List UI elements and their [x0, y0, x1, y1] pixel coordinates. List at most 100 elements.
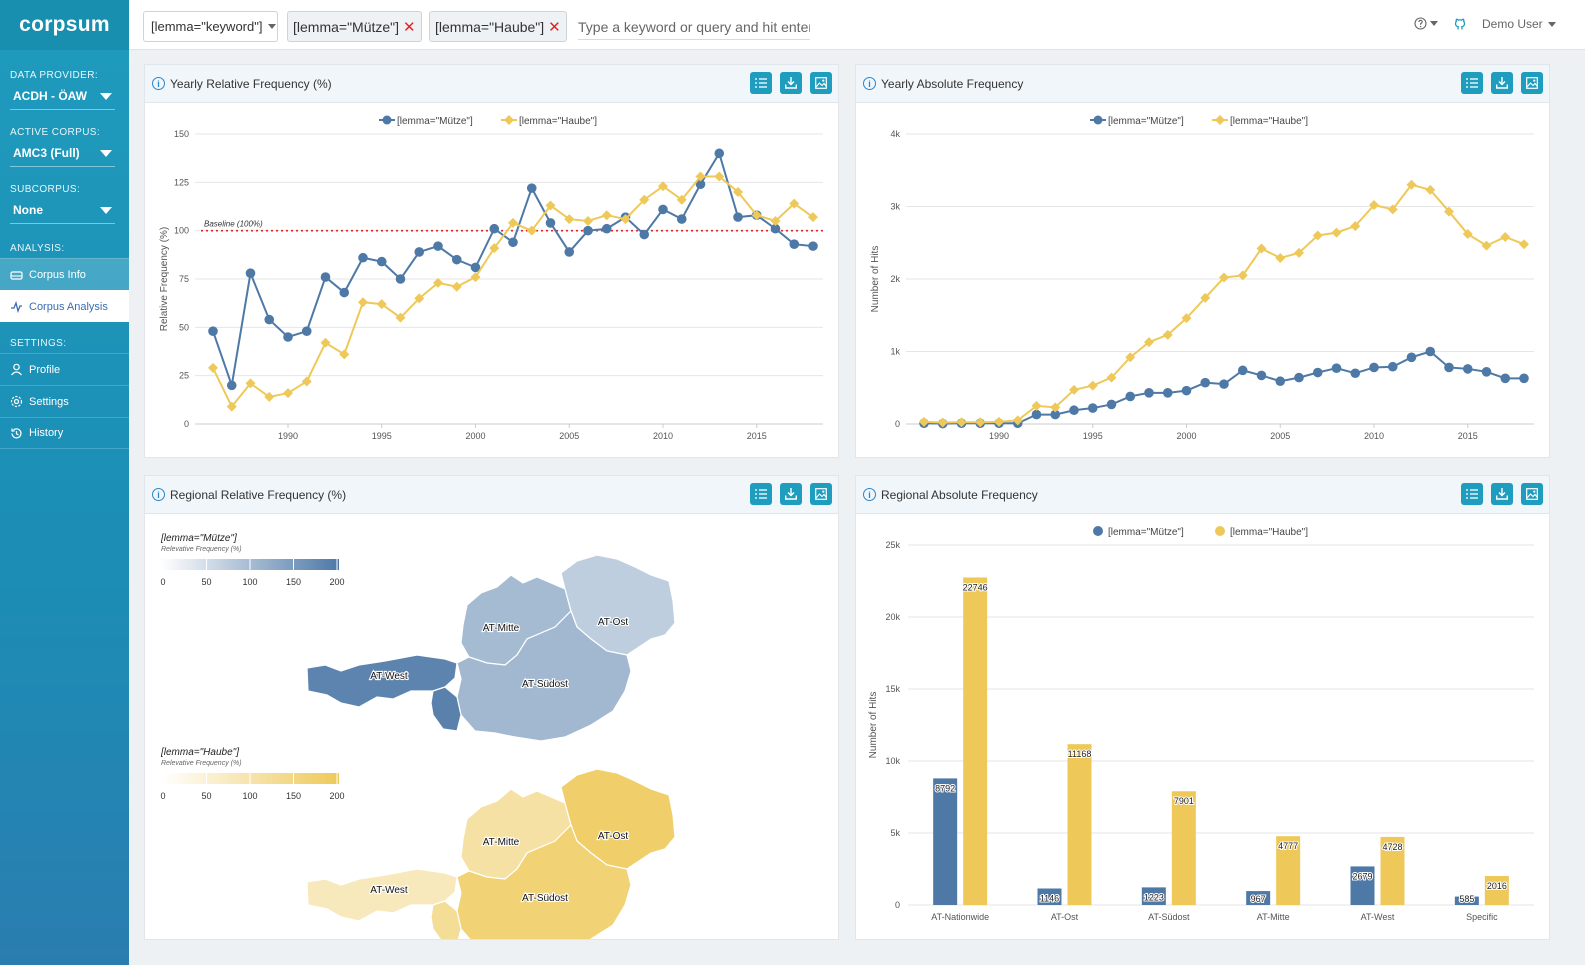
download-icon — [785, 488, 797, 500]
panel-title: Yearly Relative Frequency (%) — [170, 76, 332, 91]
download-button[interactable] — [1491, 483, 1513, 505]
data-point — [526, 183, 537, 193]
bar — [963, 577, 988, 905]
data-point — [489, 243, 500, 254]
data-point — [1369, 200, 1379, 211]
image-export-button[interactable] — [1521, 72, 1543, 94]
list-button[interactable] — [1461, 483, 1483, 505]
scale-tick-label: 50 — [201, 577, 211, 587]
image-export-button[interactable] — [810, 72, 832, 94]
data-point — [1331, 363, 1342, 373]
user-menu[interactable]: Demo User — [1482, 17, 1556, 31]
data-point — [1050, 402, 1061, 413]
list-button[interactable] — [750, 483, 772, 505]
help-menu[interactable] — [1414, 17, 1438, 30]
data-provider-select[interactable]: ACDH - ÖAW — [10, 85, 115, 110]
x-tick-label: 2000 — [1176, 431, 1196, 441]
data-label: 2016 — [1487, 881, 1507, 891]
download-button[interactable] — [780, 72, 802, 94]
sidebar-item-settings[interactable]: Settings — [0, 385, 129, 417]
panel-header: i Regional Relative Frequency (%) — [145, 476, 838, 514]
download-button[interactable] — [1491, 72, 1513, 94]
x-tick-label: Specific — [1466, 912, 1498, 922]
data-point — [733, 187, 743, 197]
image-export-button[interactable] — [810, 483, 832, 505]
info-icon[interactable]: i — [863, 488, 876, 501]
data-point — [1312, 367, 1323, 378]
active-corpus-select[interactable]: AMC3 (Full) — [10, 142, 115, 167]
series-line — [212, 150, 814, 386]
data-point — [1125, 352, 1136, 363]
x-tick-label: 2005 — [559, 431, 579, 441]
chevron-down-icon — [100, 92, 112, 100]
map-subtitle: Relevative Frequency (%) — [161, 546, 242, 553]
data-point — [583, 216, 593, 226]
data-point — [1125, 391, 1136, 402]
sidebar-item-history[interactable]: History — [0, 417, 129, 449]
legend-label: [lemma="Haube"] — [1230, 527, 1308, 538]
data-point — [301, 376, 312, 387]
data-point — [395, 312, 406, 323]
download-button[interactable] — [780, 483, 802, 505]
subcorpus-select[interactable]: None — [10, 199, 115, 224]
sidebar-item-profile[interactable]: Profile — [0, 353, 129, 385]
map-region — [456, 823, 632, 939]
y-tick-label: 2k — [890, 274, 900, 284]
bar — [1037, 888, 1062, 905]
close-icon[interactable]: ✕ — [403, 18, 416, 36]
data-point — [975, 417, 986, 428]
y-axis-label: Relative Frequency (%) — [159, 227, 170, 331]
query-tag-muetze[interactable]: [lemma="Mütze"] ✕ — [287, 11, 422, 42]
scale-tick-label: 0 — [160, 791, 165, 801]
data-point — [714, 148, 725, 159]
data-point — [1275, 252, 1286, 263]
list-button[interactable] — [1461, 72, 1483, 94]
x-tick-label: 1990 — [989, 431, 1009, 441]
data-point — [433, 241, 443, 251]
query-type-value: [lemma="keyword"] — [151, 19, 263, 34]
data-point — [1106, 372, 1117, 383]
search-input[interactable] — [578, 14, 810, 40]
data-point — [676, 214, 687, 224]
list-button[interactable] — [750, 72, 772, 94]
panel-header: i Yearly Absolute Frequency — [856, 65, 1549, 103]
data-point — [808, 212, 818, 223]
panel-regional-absolute: i Regional Absolute Frequency 0 5k 10k 15k 2… — [855, 475, 1550, 940]
data-point — [545, 200, 556, 211]
info-icon[interactable]: i — [152, 77, 165, 90]
region-label: AT-Ost — [598, 617, 629, 628]
region-label: AT-Mitte — [483, 623, 520, 634]
panel-title: Regional Relative Frequency (%) — [170, 487, 347, 502]
data-point — [320, 337, 331, 348]
x-tick-label: AT-Mitte — [1257, 912, 1290, 922]
info-icon[interactable]: i — [863, 77, 876, 90]
bar — [1171, 791, 1196, 905]
info-icon[interactable]: i — [152, 488, 165, 501]
github-link[interactable] — [1453, 17, 1467, 31]
y-tick-label: 5k — [890, 828, 900, 838]
panel-title: Yearly Absolute Frequency — [881, 76, 1024, 91]
legend-marker — [504, 115, 514, 125]
data-point — [658, 181, 668, 192]
data-point — [564, 247, 575, 257]
close-icon[interactable]: ✕ — [548, 18, 561, 36]
baseline-label: Baseline (100%) — [204, 220, 263, 229]
data-point — [376, 256, 387, 267]
query-tag-haube[interactable]: [lemma="Haube"] ✕ — [429, 11, 567, 42]
data-point — [283, 388, 293, 399]
data-point — [395, 274, 406, 284]
brand-logo[interactable]: corpsum — [0, 0, 129, 50]
sidebar-item-corpus-analysis[interactable]: Corpus Analysis — [0, 290, 129, 322]
region-label: AT-Südost — [522, 893, 568, 904]
data-label: 967 — [1251, 894, 1266, 904]
x-tick-label: AT-Südost — [1148, 912, 1190, 922]
legend-marker — [1093, 526, 1103, 536]
query-type-select[interactable]: [lemma="keyword"] — [143, 11, 278, 42]
panel-title: Regional Absolute Frequency — [881, 487, 1038, 502]
data-point — [1031, 409, 1042, 420]
data-point — [526, 225, 537, 236]
bar — [1067, 744, 1092, 905]
image-export-button[interactable] — [1521, 483, 1543, 505]
data-point — [1444, 362, 1454, 373]
sidebar-item-corpus-info[interactable]: Corpus Info — [0, 258, 129, 290]
